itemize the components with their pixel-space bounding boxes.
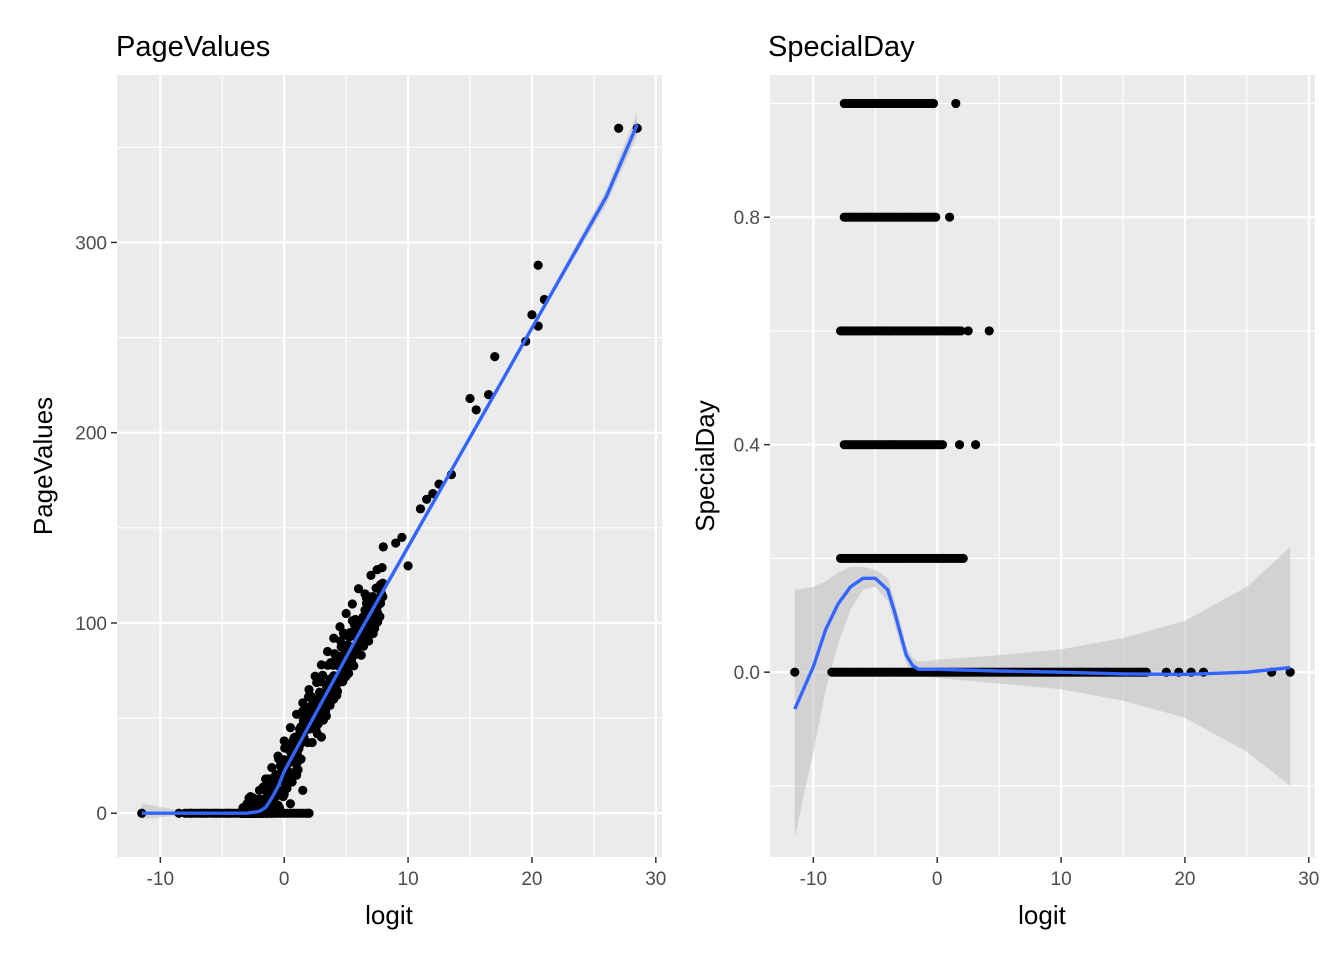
pagevalues-smooth-line — [141, 123, 639, 815]
pagevalues-x-tick-label: 30 — [645, 869, 666, 890]
pagevalues-x-tick-label: -10 — [147, 869, 174, 890]
pagevalues-point — [347, 599, 357, 609]
specialday-x-tick-label: 0 — [932, 869, 943, 890]
specialday-ribbon-area — [794, 547, 1291, 838]
pagevalues-point — [415, 504, 426, 514]
pagevalues-point — [375, 612, 385, 622]
pagevalues-point — [356, 650, 366, 660]
specialday-point — [937, 440, 948, 450]
pagevalues-point — [326, 697, 336, 707]
pagevalues-point — [298, 785, 308, 796]
pagevalues-x-tick-label: 20 — [521, 869, 542, 890]
pagevalues-point — [349, 661, 359, 671]
specialday-x-axis-title: logit — [1018, 900, 1066, 930]
pagevalues-point — [422, 494, 432, 504]
pagevalues-point — [321, 711, 331, 721]
pagevalues-y-axis-title: PageValues — [28, 397, 58, 535]
pagevalues-point — [322, 646, 333, 657]
pagevalues-point — [341, 608, 351, 619]
pagevalues-point — [364, 636, 374, 646]
specialday-title: SpecialDay — [768, 31, 915, 63]
pagevalues-point — [397, 532, 407, 542]
pagevalues-point — [312, 729, 323, 739]
specialday-point — [954, 440, 965, 450]
pagevalues-plot-area — [117, 75, 662, 857]
specialday-x-tick-label: 30 — [1298, 869, 1319, 890]
specialday-y-tick-label: 0.4 — [734, 436, 761, 457]
pagevalues-point — [471, 405, 481, 415]
pagevalues-point — [377, 563, 387, 573]
pagevalues-point — [267, 762, 277, 773]
pagevalues-y-tick-label: 200 — [75, 424, 107, 445]
pagevalues-point — [287, 777, 297, 787]
specialday-point — [931, 212, 941, 222]
pagevalues-point — [296, 754, 306, 764]
pagevalues-point — [318, 670, 328, 680]
specialday-point — [1285, 667, 1295, 677]
specialday-point — [951, 98, 961, 109]
pagevalues-y-tick-label: 0 — [96, 804, 107, 825]
specialday-point — [958, 553, 968, 564]
pagevalues-title: PageValues — [116, 31, 270, 63]
pagevalues-point — [298, 698, 308, 708]
specialday-y-tick-label: 0.8 — [734, 208, 760, 229]
specialday-point — [984, 326, 994, 336]
pagevalues-x-axis-title: logit — [365, 900, 413, 930]
pagevalues-point — [490, 351, 500, 362]
specialday-point — [790, 667, 800, 677]
specialday-panel: SpecialDay -10 0 10 20 30 0.0 0.4 0.8 logit Spe… — [690, 31, 1319, 930]
pagevalues-point — [137, 808, 147, 818]
pagevalues-point — [391, 538, 401, 548]
specialday-smooth-line — [793, 576, 1291, 710]
pagevalues-x-tick-label: 10 — [398, 869, 419, 890]
pagevalues-point — [378, 542, 388, 552]
pagevalues-y-tick-label: 300 — [75, 233, 107, 254]
pagevalues-point — [304, 684, 314, 695]
pagevalues-grid — [117, 75, 662, 857]
specialday-x-tick-label: 20 — [1174, 869, 1195, 890]
pagevalues-point — [483, 390, 494, 400]
specialday-smooth-path — [793, 576, 1291, 710]
pagevalues-point — [527, 310, 537, 320]
specialday-point — [963, 326, 973, 336]
pagevalues-point — [285, 723, 296, 733]
pagevalues-point — [332, 686, 343, 696]
pagevalues-point — [285, 799, 296, 809]
specialday-x-tick-label: -10 — [800, 869, 827, 890]
pagevalues-point — [344, 668, 354, 678]
pagevalues-y-tick-label: 100 — [75, 614, 107, 635]
pagevalues-point — [353, 584, 364, 594]
pagevalues-point — [304, 808, 314, 818]
specialday-point — [956, 326, 966, 336]
specialday-point — [945, 212, 955, 222]
pagevalues-point — [293, 765, 303, 775]
pagevalues-point — [614, 123, 624, 133]
pagevalues-point — [403, 561, 413, 571]
specialday-point — [928, 98, 939, 109]
pagevalues-smooth-path — [141, 123, 639, 815]
specialday-x-tick-label: 10 — [1051, 869, 1072, 890]
pagevalues-point — [533, 260, 543, 270]
specialday-confidence-band — [794, 547, 1291, 838]
pagevalues-point — [366, 570, 376, 581]
pagevalues-point — [465, 393, 475, 404]
specialday-ticks: -10 0 10 20 30 0.0 0.4 0.8 — [734, 208, 1320, 890]
pagevalues-point — [307, 737, 317, 748]
specialday-y-axis-title: SpecialDay — [690, 400, 720, 532]
pagevalues-x-tick-label: 0 — [279, 869, 290, 890]
specialday-point — [971, 440, 981, 450]
pagevalues-point — [282, 783, 292, 793]
specialday-y-tick-label: 0.0 — [734, 663, 760, 684]
